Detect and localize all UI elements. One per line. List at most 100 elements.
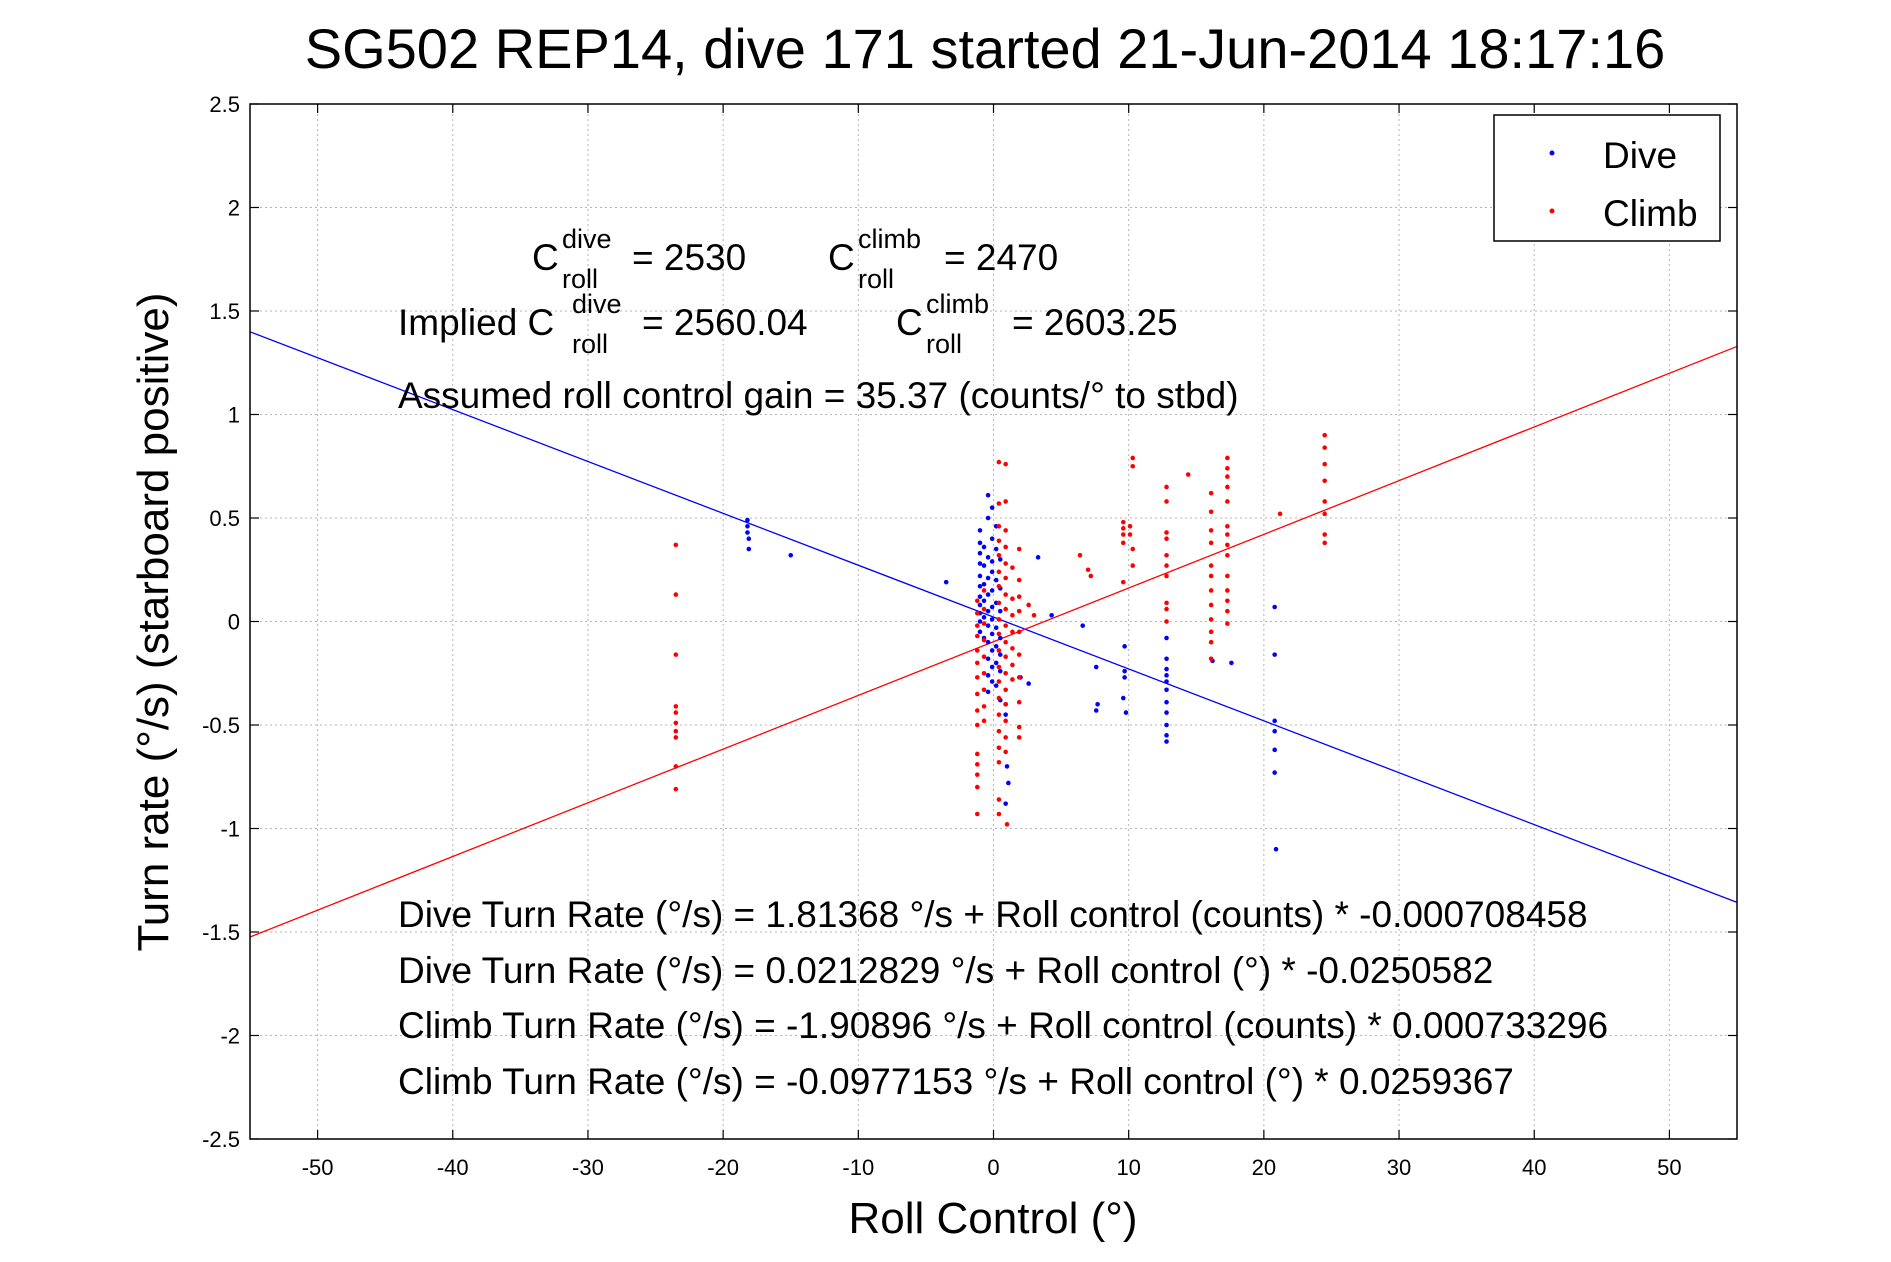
dive-point (989, 679, 995, 684)
climb-point (996, 745, 1002, 751)
climb-point (1225, 552, 1230, 558)
dive-point (788, 552, 794, 558)
dive-point (977, 602, 983, 608)
dive-point (977, 561, 983, 566)
climb-point (1225, 455, 1230, 461)
climb-point (1208, 617, 1214, 622)
climb-point (1225, 523, 1230, 529)
x-tick-label: 30 (1387, 1155, 1411, 1180)
climb-point (1004, 822, 1010, 827)
climb-point (1120, 532, 1126, 537)
climb-point (1130, 546, 1136, 552)
climb-point (1164, 484, 1169, 490)
x-tick-label: -30 (572, 1155, 604, 1180)
climb-point (1225, 588, 1230, 593)
x-tick-label: 20 (1252, 1155, 1276, 1180)
climb-point (1003, 702, 1008, 707)
dive-point (993, 625, 999, 631)
dive-point (746, 536, 752, 541)
c-roll-dive-sub: roll (562, 264, 598, 294)
climb-point (996, 664, 1002, 670)
climb-point (1164, 530, 1169, 535)
dive-point (1122, 644, 1127, 649)
climb-point (673, 720, 679, 726)
dive-point (985, 592, 991, 597)
climb-point (974, 691, 980, 697)
climb-point (1010, 596, 1015, 602)
climb-point (1164, 552, 1169, 558)
climb-point (1031, 612, 1037, 618)
dive-point (985, 673, 991, 678)
climb-point (1130, 463, 1136, 469)
dive-point (977, 550, 983, 556)
plot-area (250, 104, 1737, 1139)
y-tick-label: -2.5 (202, 1127, 240, 1152)
x-tick-label: 10 (1116, 1155, 1140, 1180)
climb-point (1208, 540, 1214, 546)
dive-point (1095, 702, 1100, 707)
data-points (673, 432, 1327, 852)
climb-point (1088, 573, 1094, 579)
implied-climb-sub: roll (926, 329, 962, 359)
climb-point (1225, 499, 1230, 504)
dive-point (1120, 695, 1126, 701)
climb-point (1322, 445, 1327, 450)
dive-point (981, 544, 987, 550)
climb-point (1003, 670, 1008, 676)
climb-equation-counts: Climb Turn Rate (°/s) = -1.90896 °/s + R… (398, 1005, 1608, 1046)
dive-point (1164, 733, 1169, 738)
axis-ticks: -50 -40 -30 -20 -10 0 10 20 30 40 50-2.5-2-1.5-1-0… (202, 92, 1737, 1180)
dive-point (989, 505, 995, 510)
fit-equations: Dive Turn Rate (°/s) = 1.81368 °/s + Rol… (398, 894, 1608, 1102)
climb-point (981, 718, 987, 724)
dive-fit-line (249, 331, 1738, 903)
climb-point (996, 648, 1002, 653)
climb-point (1225, 474, 1230, 479)
climb-point (974, 708, 980, 713)
legend-label-climb: Climb (1603, 193, 1698, 234)
dive-point (981, 581, 987, 587)
dive-point (1272, 652, 1277, 657)
climb-point (981, 704, 987, 709)
climb-point (981, 637, 987, 643)
climb-point (1322, 432, 1327, 438)
c-roll-climb-label: C (828, 237, 855, 278)
dive-point (1164, 656, 1169, 662)
climb-point (996, 728, 1002, 734)
implied-climb-value: = 2603.25 (1012, 302, 1178, 343)
climb-point (996, 811, 1002, 817)
climb-point (1322, 540, 1327, 546)
c-roll-annotations: C dive roll = 2530 C climb roll = 2470 I… (398, 224, 1239, 416)
dive-point (985, 492, 991, 498)
dive-point (993, 577, 999, 583)
dive-point (993, 660, 999, 666)
dive-point (1122, 668, 1127, 674)
implied-c-roll-climb-label: C (896, 302, 923, 343)
dive-point (746, 546, 752, 552)
climb-point (996, 759, 1002, 765)
climb-point (1003, 639, 1008, 645)
dive-point (997, 652, 1003, 657)
climb-point (1016, 546, 1022, 552)
y-tick-label: 1.5 (209, 299, 240, 324)
climb-point (1120, 540, 1126, 546)
legend-marker-dive (1549, 150, 1555, 156)
x-tick-label: 0 (987, 1155, 999, 1180)
climb-point (673, 735, 679, 740)
implied-dive-sup: dive (572, 289, 622, 319)
climb-point (1164, 536, 1169, 541)
climb-point (1208, 509, 1214, 515)
climb-point (1003, 687, 1008, 693)
dive-point (997, 557, 1003, 562)
y-tick-label: -2 (220, 1024, 240, 1049)
dive-point (745, 517, 750, 523)
climb-point (996, 712, 1002, 717)
climb-point (981, 588, 987, 593)
climb-point (1208, 563, 1214, 568)
y-tick-label: -1.5 (202, 920, 240, 945)
dive-point (985, 515, 991, 521)
dive-point (981, 615, 987, 620)
climb-point (673, 786, 679, 792)
climb-point (1225, 621, 1230, 626)
x-tick-label: -50 (302, 1155, 334, 1180)
